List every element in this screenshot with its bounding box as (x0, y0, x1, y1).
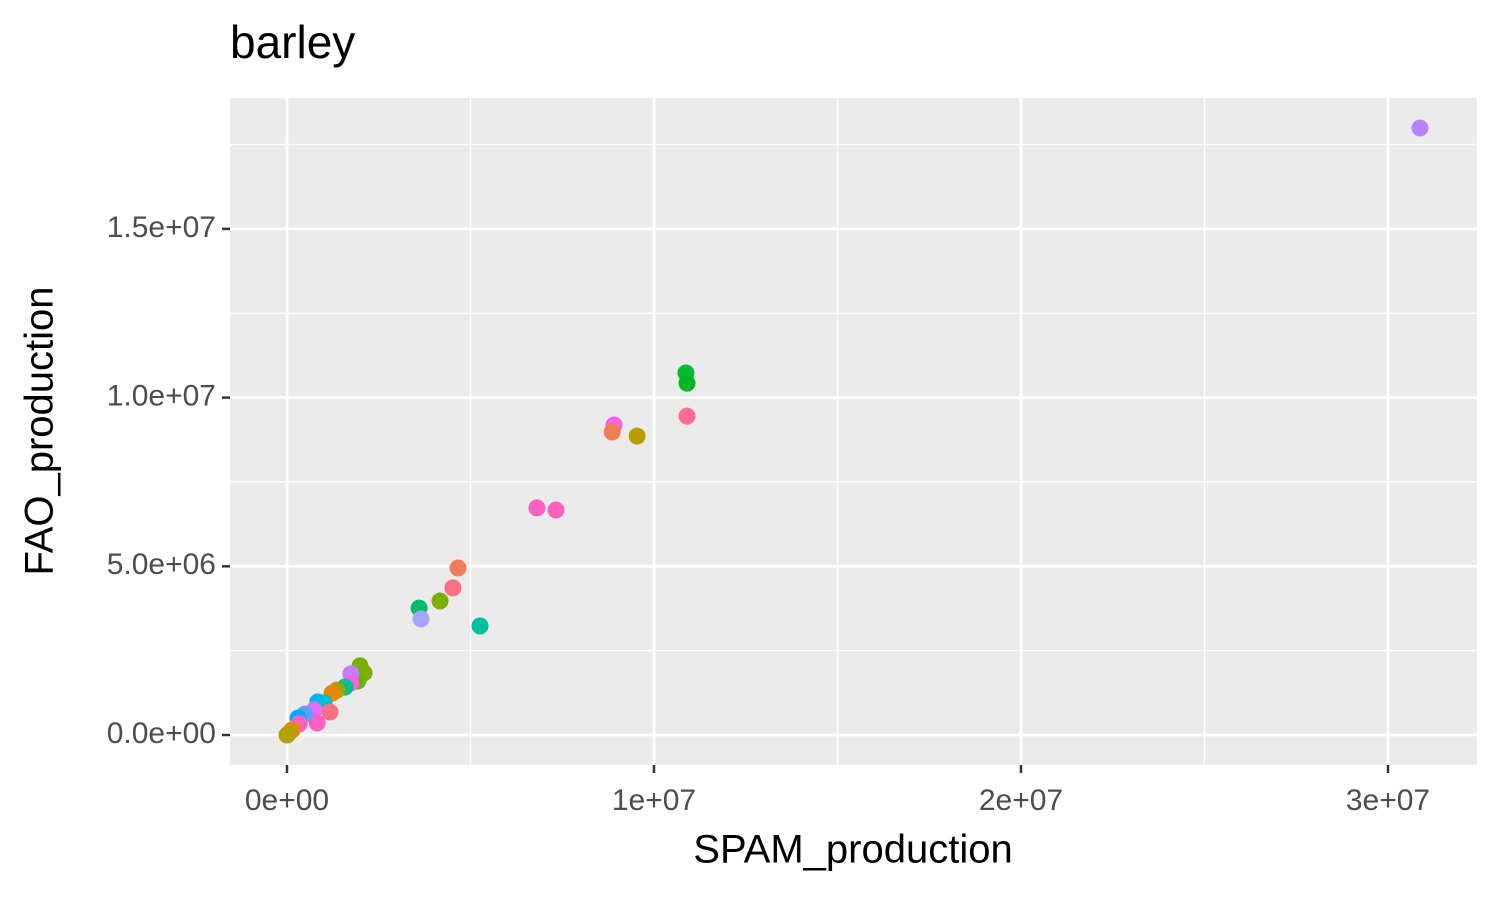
point (308, 714, 326, 732)
x-tick-label: 2e+07 (979, 784, 1063, 817)
point (678, 374, 696, 392)
y-axis-title: FAO_production (18, 286, 62, 575)
point (431, 592, 449, 610)
x-axis-title: SPAM_production (693, 828, 1012, 872)
y-tick-label: 0.0e+00 (107, 717, 216, 750)
x-tick-label: 3e+07 (1346, 784, 1430, 817)
point (321, 703, 339, 721)
y-tick-label: 1.5e+07 (107, 211, 216, 244)
plot-panel (230, 98, 1477, 765)
point (528, 499, 546, 517)
point (547, 501, 565, 519)
chart-title: barley (230, 16, 355, 68)
y-tick-label: 1.0e+07 (107, 380, 216, 413)
point (628, 427, 646, 445)
point (471, 617, 489, 635)
point (444, 579, 462, 597)
x-tick-label: 1e+07 (612, 784, 696, 817)
point (1411, 119, 1429, 137)
point (279, 725, 297, 743)
point (449, 559, 467, 577)
x-tick-label: 0e+00 (245, 784, 329, 817)
point (678, 407, 696, 425)
y-tick-label: 5.0e+06 (107, 548, 216, 581)
point (603, 423, 621, 441)
point (412, 610, 430, 628)
